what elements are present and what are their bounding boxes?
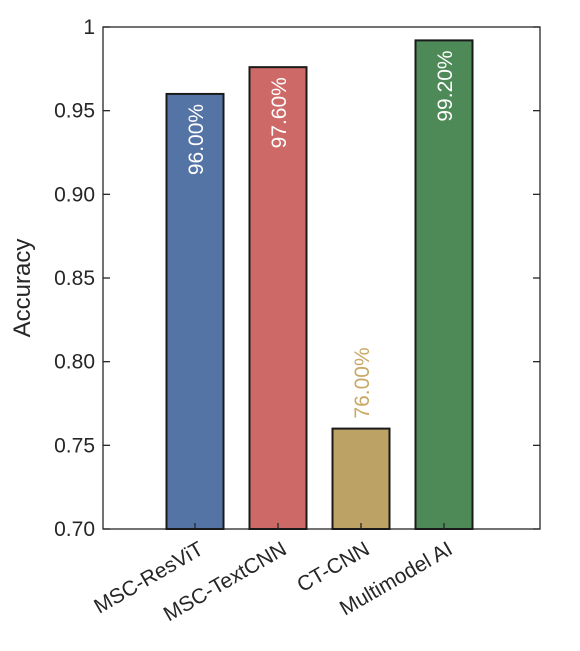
y-axis-ticks: 0.70 0.75 0.80 0.85 0.90 0.95 1 <box>54 16 540 541</box>
y-tick-label: 0.90 <box>54 183 95 206</box>
y-tick-label: 0.70 <box>54 518 95 541</box>
y-tick-label: 1 <box>83 16 95 39</box>
bar <box>248 66 308 530</box>
y-tick-label: 0.85 <box>54 267 95 290</box>
y-axis-label: Accuracy <box>9 239 36 338</box>
bar-data-label: 99.20% <box>434 50 457 121</box>
y-tick-label: 0.75 <box>54 434 95 457</box>
bar-data-label: 76.00% <box>351 347 374 418</box>
bar <box>331 427 391 531</box>
bar-data-label: 96.00% <box>185 104 208 175</box>
bar <box>414 39 474 531</box>
y-tick-label: 0.95 <box>54 100 95 123</box>
bar-data-labels: 96.00% 97.60% 76.00% 99.20% <box>185 50 457 418</box>
bar-data-label: 97.60% <box>268 77 291 148</box>
y-tick-label: 0.80 <box>54 351 95 374</box>
bars-group <box>165 39 474 531</box>
